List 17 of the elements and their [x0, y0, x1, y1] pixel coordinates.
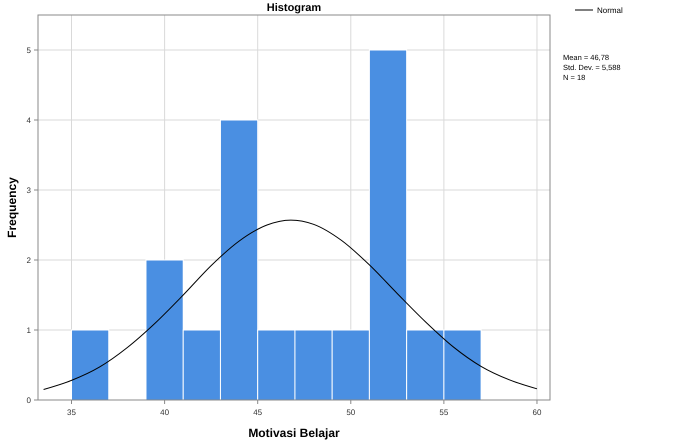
x-tick-label: 35 [67, 408, 77, 417]
x-tick-label: 50 [346, 408, 356, 417]
y-axis-title: Frequency [5, 176, 19, 238]
x-tick-label: 55 [439, 408, 449, 417]
y-tick-label: 1 [26, 326, 32, 335]
x-tick-label: 40 [160, 408, 170, 417]
y-tick-label: 0 [26, 396, 32, 405]
chart-title: Histogram [266, 2, 322, 14]
y-tick-label: 3 [26, 186, 32, 195]
y-tick-label: 4 [26, 116, 32, 125]
y-tick-label: 2 [26, 256, 32, 265]
x-tick-label: 60 [532, 408, 542, 417]
legend-label: Normal [597, 6, 624, 15]
y-tick-label: 5 [26, 46, 32, 55]
x-tick-label: 45 [253, 408, 263, 417]
x-axis-title: Motivasi Belajar [248, 426, 340, 440]
line-series [43, 220, 538, 390]
